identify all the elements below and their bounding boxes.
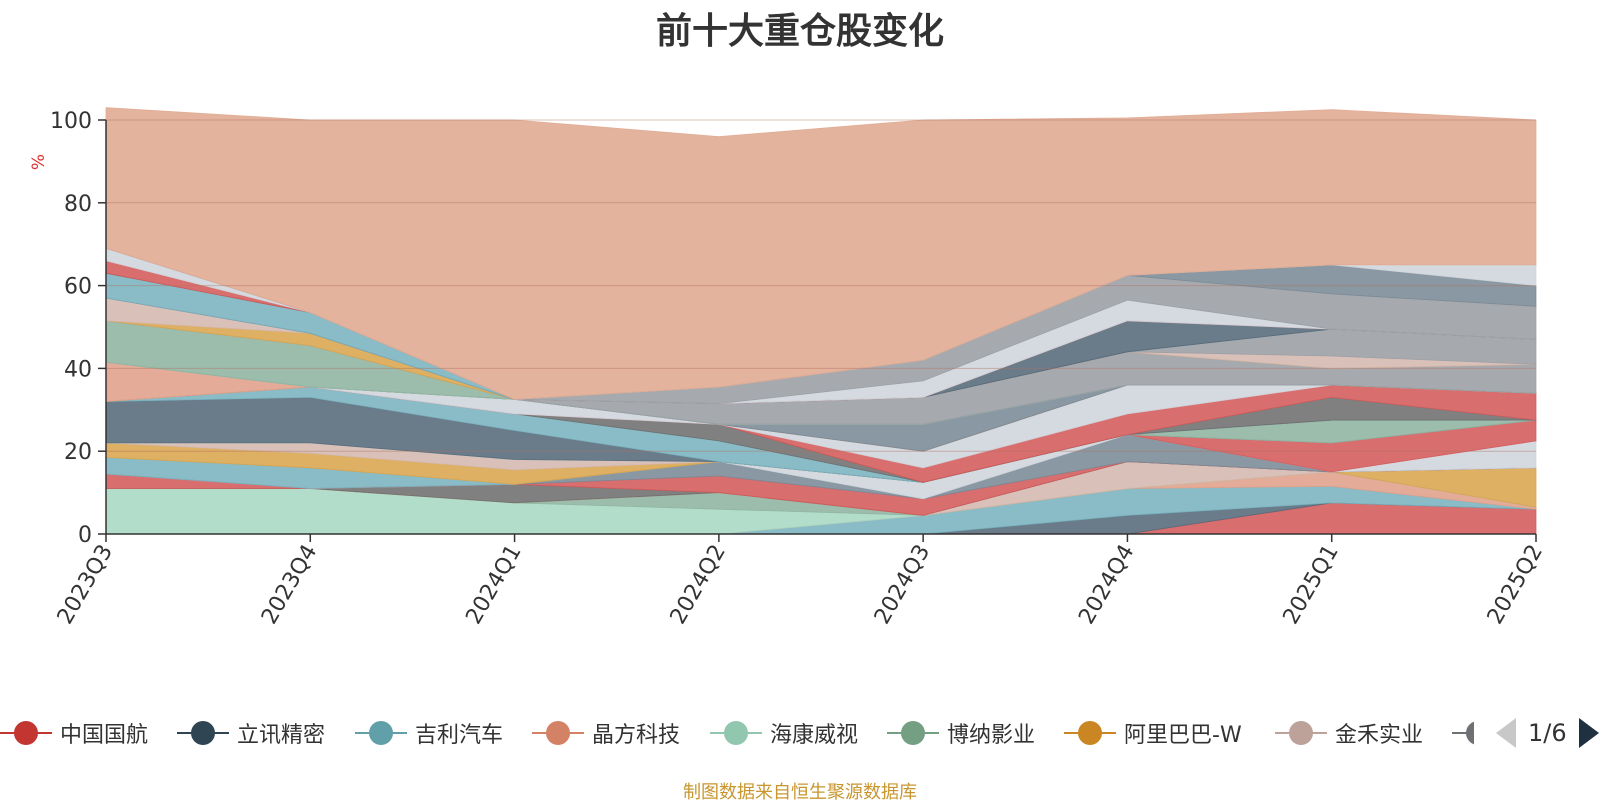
legend-next-page-button[interactable] <box>1578 718 1599 748</box>
legend-marker-icon <box>177 716 229 750</box>
legend-marker-icon <box>0 716 52 750</box>
legend-marker-icon <box>1064 716 1116 750</box>
y-tick-label-2: 40 <box>64 357 92 382</box>
y-tick-label-3: 60 <box>64 275 92 300</box>
x-tick-label-6: 2025Q1 <box>1279 541 1344 629</box>
legend-prev-page-button[interactable] <box>1496 718 1516 748</box>
x-tick-label-4: 2024Q3 <box>870 541 935 629</box>
legend-label: 金禾实业 <box>1335 723 1424 748</box>
legend-page-indicator: 1/6 <box>1528 719 1567 747</box>
areas-layer <box>105 107 1537 535</box>
legend-marker-icon <box>1452 716 1474 750</box>
legend-marker-icon <box>710 716 762 750</box>
legend-marker-icon <box>355 716 407 750</box>
area-series-40[interactable] <box>105 107 1537 400</box>
legend-label: 吉利汽车 <box>415 723 504 748</box>
x-tick-label-5: 2024Q4 <box>1074 541 1139 629</box>
legend-item-7[interactable]: 金禾实业 <box>1275 716 1423 750</box>
chart-title: 前十大重仓股变化 <box>655 11 944 52</box>
x-tick-label-0: 2023Q3 <box>53 541 118 629</box>
y-tick-label-5: 100 <box>50 109 92 134</box>
legend-marker-icon <box>532 716 584 750</box>
legend-item-1[interactable]: 立讯精密 <box>177 716 325 750</box>
legend-item-3[interactable]: 晶方科技 <box>532 716 680 750</box>
x-tick-label-1: 2023Q4 <box>257 541 322 629</box>
legend-item-5[interactable]: 博纳影业 <box>887 716 1035 750</box>
legend-label: 博纳影业 <box>947 723 1036 748</box>
grid-layer <box>106 119 1536 452</box>
legend-label: 晶方科技 <box>592 723 681 748</box>
legend-item-0[interactable]: 中国国航 <box>0 716 148 750</box>
y-tick-label-4: 80 <box>64 192 92 217</box>
y-tick-label-1: 20 <box>64 440 92 465</box>
legend-label: 阿里巴巴-W <box>1124 723 1242 748</box>
x-tick-label-2: 2024Q1 <box>461 541 526 629</box>
legend-item-8[interactable] <box>1452 716 1474 750</box>
source-note: 制图数据来自恒生聚源数据库 <box>683 782 917 803</box>
legend-label: 中国国航 <box>60 723 149 748</box>
legend-pager: 1/6 <box>1496 716 1599 750</box>
legend-marker-icon <box>887 716 939 750</box>
x-tick-label-7: 2025Q2 <box>1483 541 1548 629</box>
y-tick-label-0: 0 <box>78 523 92 548</box>
stacked-area-chart: 0 20 40 60 80 100 2023Q3 2023Q4 2024Q1 2024Q2 2024… <box>29 107 1548 629</box>
legend-item-2[interactable]: 吉利汽车 <box>355 716 503 750</box>
x-tick-label-3: 2024Q2 <box>666 541 731 629</box>
legend: 中国国航 立讯精密 吉利汽车 晶方科技 海康威视 博纳影业 阿里巴巴-W 金禾实业 <box>0 716 1600 750</box>
legend-label: 立讯精密 <box>237 723 326 748</box>
legend-item-6[interactable]: 阿里巴巴-W <box>1064 716 1242 750</box>
legend-label: 海康威视 <box>770 723 859 748</box>
legend-marker-icon <box>1275 716 1327 750</box>
legend-item-4[interactable]: 海康威视 <box>710 716 858 750</box>
y-axis-unit: % <box>29 154 49 170</box>
